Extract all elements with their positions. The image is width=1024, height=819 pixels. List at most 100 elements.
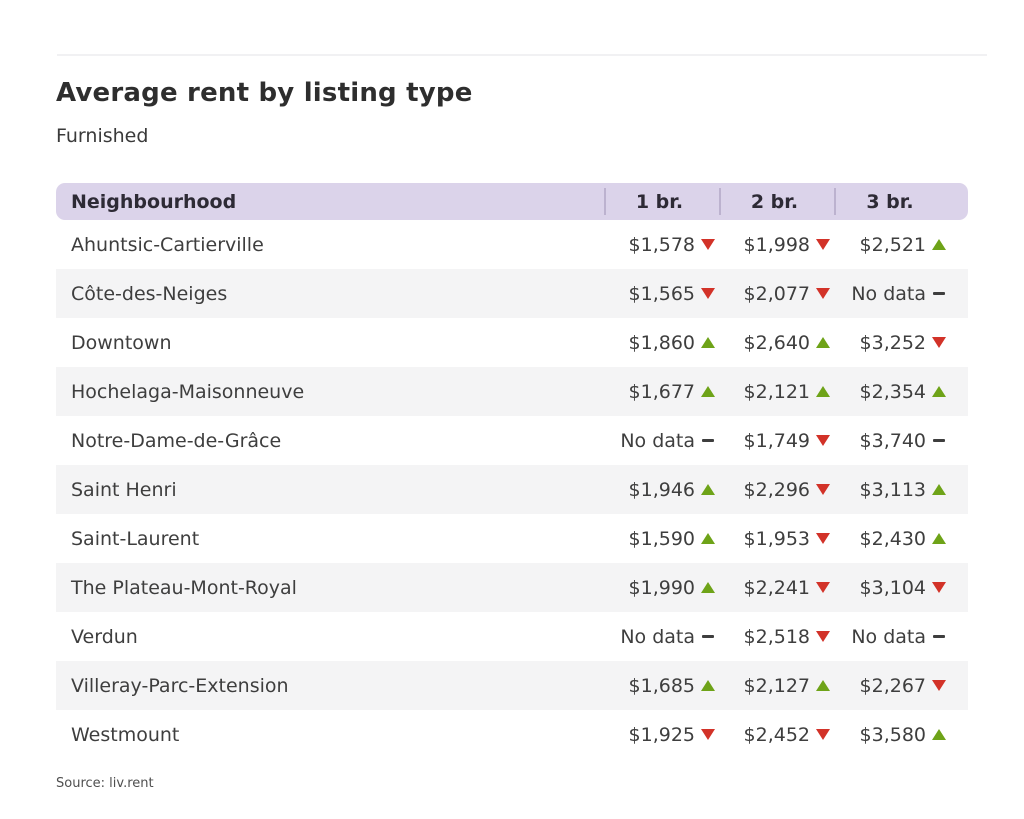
trend-down-triangle-icon <box>932 581 946 595</box>
rent-cell-1br: $1,590 <box>604 514 719 563</box>
rent-value: No data <box>851 282 926 305</box>
rent-cell-2br: $2,077 <box>719 269 834 318</box>
rent-value: $2,430 <box>859 527 926 550</box>
rent-cell-2br: $2,241 <box>719 563 834 612</box>
rent-value: $1,749 <box>743 429 810 452</box>
trend-down-triangle-icon <box>816 239 830 250</box>
rent-value: $1,677 <box>628 380 695 403</box>
rent-value: $3,580 <box>859 723 926 746</box>
trend-down-triangle-icon <box>701 238 715 252</box>
rent-cell-2br: $1,749 <box>719 416 834 465</box>
trend-up-triangle-icon <box>816 336 830 350</box>
source-attribution: Source: liv.rent <box>56 776 154 791</box>
rent-value: $2,077 <box>743 282 810 305</box>
page-title: Average rent by listing type <box>56 78 473 108</box>
rent-cell-2br: $2,121 <box>719 367 834 416</box>
rent-value: $1,578 <box>628 233 695 256</box>
rent-value: No data <box>620 429 695 452</box>
rent-cell-1br: $1,990 <box>604 563 719 612</box>
trend-down-triangle-icon <box>816 729 830 740</box>
trend-down-triangle-icon <box>701 729 715 740</box>
header-3br: 3 br. <box>834 183 968 220</box>
trend-up-triangle-icon <box>932 729 946 740</box>
table-body: Ahuntsic-Cartierville $1,578 $1,998 $2,5… <box>56 220 968 759</box>
trend-down-triangle-icon <box>816 483 830 497</box>
trend-up-triangle-icon <box>932 386 946 397</box>
table-row: Saint Henri $1,946 $2,296 $3,113 <box>56 465 968 514</box>
rent-cell-3br: $2,354 <box>834 367 968 416</box>
rent-value: $2,241 <box>743 576 810 599</box>
rent-table: Neighbourhood 1 br. 2 br. 3 br. Ahuntsic… <box>56 183 968 759</box>
trend-down-triangle-icon <box>816 533 830 544</box>
no-change-dash-icon <box>702 635 714 638</box>
trend-up-triangle-icon <box>701 680 715 691</box>
header-1br: 1 br. <box>604 183 719 220</box>
rent-value: $3,252 <box>859 331 926 354</box>
neighbourhood-cell: Ahuntsic-Cartierville <box>71 233 264 256</box>
trend-up-triangle-icon <box>932 728 946 742</box>
rent-value: $1,860 <box>628 331 695 354</box>
trend-down-triangle-icon <box>816 484 830 495</box>
trend-down-triangle-icon <box>932 679 946 693</box>
trend-down-triangle-icon <box>701 239 715 250</box>
rent-cell-2br: $1,953 <box>719 514 834 563</box>
rent-cell-3br: $3,104 <box>834 563 968 612</box>
trend-down-triangle-icon <box>816 287 830 301</box>
trend-down-triangle-icon <box>701 287 715 301</box>
neighbourhood-cell: Villeray-Parc-Extension <box>71 674 289 697</box>
table-row: Côte-des-Neiges $1,565 $2,077 No data <box>56 269 968 318</box>
rent-value: $1,590 <box>628 527 695 550</box>
rent-cell-1br: $1,946 <box>604 465 719 514</box>
trend-down-triangle-icon <box>932 582 946 593</box>
table-row: Westmount $1,925 $2,452 $3,580 <box>56 710 968 759</box>
trend-up-triangle-icon <box>932 483 946 497</box>
neighbourhood-cell: Notre-Dame-de-Grâce <box>71 429 282 452</box>
neighbourhood-cell: Downtown <box>71 331 172 354</box>
trend-down-triangle-icon <box>816 728 830 742</box>
trend-up-triangle-icon <box>932 239 946 250</box>
trend-down-triangle-icon <box>816 630 830 644</box>
trend-up-triangle-icon <box>816 385 830 399</box>
trend-up-triangle-icon <box>816 679 830 693</box>
table-row: Saint-Laurent $1,590 $1,953 $2,430 <box>56 514 968 563</box>
table-header-row: Neighbourhood 1 br. 2 br. 3 br. <box>56 183 968 220</box>
no-change-dash-icon <box>933 635 945 638</box>
rent-value: $1,946 <box>628 478 695 501</box>
table-row: Downtown $1,860 $2,640 $3,252 <box>56 318 968 367</box>
trend-down-triangle-icon <box>816 435 830 446</box>
header-neighbourhood: Neighbourhood <box>71 190 237 213</box>
trend-up-triangle-icon <box>701 385 715 399</box>
page-subtitle: Furnished <box>56 125 149 147</box>
rent-cell-2br: $2,640 <box>719 318 834 367</box>
rent-cell-1br: $1,925 <box>604 710 719 759</box>
rent-cell-3br: $2,430 <box>834 514 968 563</box>
trend-up-triangle-icon <box>816 386 830 397</box>
trend-up-triangle-icon <box>701 532 715 546</box>
rent-value: $1,565 <box>628 282 695 305</box>
table-row: Villeray-Parc-Extension $1,685 $2,127 $2… <box>56 661 968 710</box>
table-row: The Plateau-Mont-Royal $1,990 $2,241 $3,… <box>56 563 968 612</box>
trend-down-triangle-icon <box>816 581 830 595</box>
rent-cell-2br: $2,127 <box>719 661 834 710</box>
rent-value: $2,354 <box>859 380 926 403</box>
trend-up-triangle-icon <box>816 337 830 348</box>
rent-cell-2br: $2,296 <box>719 465 834 514</box>
table-row: Hochelaga-Maisonneuve $1,677 $2,121 $2,3… <box>56 367 968 416</box>
top-divider <box>57 54 987 56</box>
rent-cell-3br: $2,521 <box>834 220 968 269</box>
header-2br: 2 br. <box>719 183 834 220</box>
trend-down-triangle-icon <box>701 728 715 742</box>
rent-cell-1br: $1,685 <box>604 661 719 710</box>
rent-cell-3br: $2,267 <box>834 661 968 710</box>
rent-cell-3br: $3,740 <box>834 416 968 465</box>
trend-down-triangle-icon <box>816 582 830 593</box>
rent-value: $2,121 <box>743 380 810 403</box>
rent-cell-2br: $1,998 <box>719 220 834 269</box>
rent-value: $2,518 <box>743 625 810 648</box>
trend-down-triangle-icon <box>932 336 946 350</box>
no-change-dash-icon <box>701 630 715 644</box>
trend-up-triangle-icon <box>701 582 715 593</box>
no-change-dash-icon <box>932 287 946 301</box>
rent-cell-1br: $1,860 <box>604 318 719 367</box>
